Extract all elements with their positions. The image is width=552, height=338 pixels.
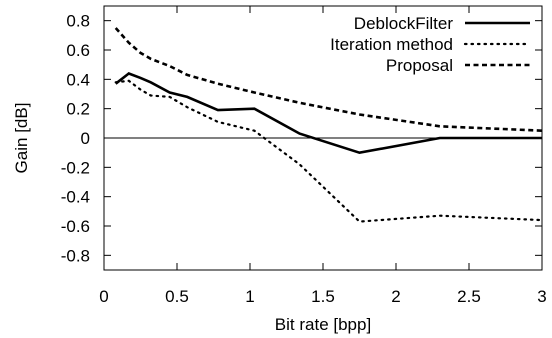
legend-label: DeblockFilter: [354, 14, 454, 33]
x-tick-label: 0: [99, 287, 108, 306]
x-tick-label: 3: [537, 287, 546, 306]
y-tick-label: -0.6: [61, 217, 90, 236]
series-line-proposal: [114, 27, 543, 132]
x-axis-label: Bit rate [bpp]: [275, 315, 371, 334]
series-line-deblockfilter: [114, 72, 542, 155]
series-lines: [114, 27, 544, 223]
y-tick-label: 0.2: [66, 100, 90, 119]
series-line-iteration-method: [114, 79, 544, 223]
y-tick-label: 0.6: [66, 41, 90, 60]
y-tick-label: 0.4: [66, 70, 90, 89]
y-tick-label: -0.8: [61, 246, 90, 265]
legend-label: Proposal: [386, 56, 453, 75]
x-tick-label: 1.5: [311, 287, 335, 306]
x-tick-label: 2.5: [457, 287, 481, 306]
y-axis-label: Gain [dB]: [12, 103, 31, 174]
x-tick-label: 2: [391, 287, 400, 306]
y-tick-label: -0.2: [61, 158, 90, 177]
legend: DeblockFilter Iteration method Proposal: [330, 14, 532, 75]
axis-ticks: 0 0.5 1 1.5 2 2.5 3 0.8 0.6 0.4 0.2 0 -0.2 -0.4 -0.6 -0…: [61, 6, 547, 306]
y-tick-label: 0: [81, 129, 90, 148]
y-tick-label: 0.8: [66, 12, 90, 31]
x-tick-label: 0.5: [165, 287, 189, 306]
x-tick-label: 1: [245, 287, 254, 306]
y-tick-label: -0.4: [61, 188, 90, 207]
legend-label: Iteration method: [330, 35, 453, 54]
